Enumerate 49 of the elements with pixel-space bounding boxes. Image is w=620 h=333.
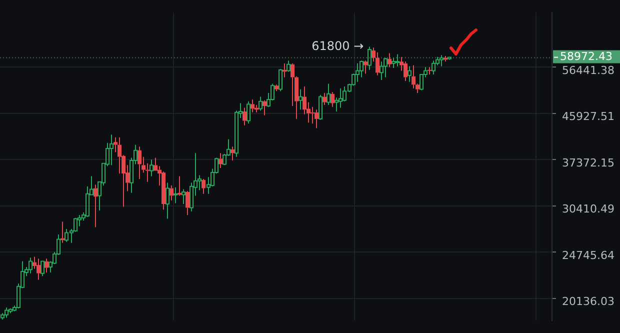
candlestick: [334, 97, 338, 112]
candlestick: [376, 52, 380, 76]
candlestick: [250, 98, 254, 113]
candlestick: [44, 258, 48, 273]
ref-line-label: 58972.43: [560, 50, 612, 64]
candlestick: [388, 52, 392, 68]
candlestick: [262, 100, 266, 116]
candlestick: [356, 62, 360, 82]
y-tick-label: 56441.38: [562, 64, 614, 77]
candlestick: [330, 92, 334, 108]
candlestick: [440, 54, 444, 67]
candlestick: [32, 256, 36, 270]
candlestick: [146, 162, 150, 182]
candlestick: [174, 186, 178, 204]
candlestick: [114, 136, 118, 153]
y-tick-label: 45927.51: [562, 110, 614, 124]
candlestick: [166, 182, 170, 220]
candlestick: [162, 171, 166, 210]
candlestick: [150, 159, 154, 177]
candlestick: [218, 152, 222, 168]
candlestick: [364, 60, 368, 74]
y-tick-label: 24745.64: [562, 248, 614, 262]
candlestick: [186, 190, 190, 216]
candlestick: [290, 62, 294, 107]
candlestick: [118, 136, 122, 174]
candlestick: [170, 184, 174, 201]
candlestick: [412, 64, 416, 89]
candlestick: [110, 134, 114, 166]
candlestick: [338, 88, 342, 108]
candlestick: [190, 182, 194, 212]
candlestick: [408, 66, 412, 82]
y-tick-label: 30410.49: [562, 202, 614, 216]
candlestick: [36, 258, 40, 280]
candlestick: [302, 86, 306, 115]
annotation: 61800 →: [312, 38, 364, 53]
candlestick: [202, 178, 206, 194]
candlestick: [310, 106, 314, 124]
candlestick: [242, 107, 246, 126]
candlestick: [314, 109, 318, 129]
y-tick-label: 37372.15: [562, 156, 614, 170]
candlestick: [28, 257, 32, 274]
candlestick: [322, 92, 326, 106]
candlestick: [230, 146, 234, 162]
candlestick: [428, 66, 432, 75]
y-tick-label: 20136.03: [562, 295, 614, 308]
candlestick: [404, 61, 408, 82]
candlestick: [182, 188, 186, 205]
candlestick: [138, 146, 142, 180]
candlestick: [94, 184, 98, 228]
